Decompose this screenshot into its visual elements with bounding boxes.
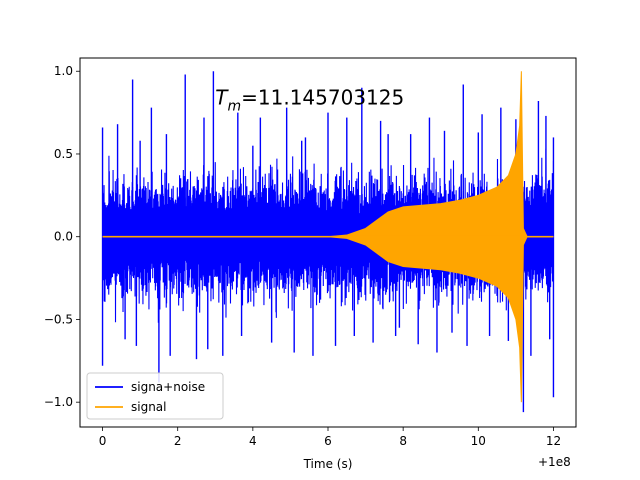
series-layer [101,71,555,413]
annotation-subscript: m [227,99,241,115]
y-tick-label: 0.5 [54,147,73,161]
t-m-annotation: Tm=11.145703125 [215,86,404,115]
legend-label-signa-noise: signa+noise [131,380,205,394]
legend: signa+noise signal [86,372,224,420]
y-tick-label: 0.0 [54,230,73,244]
x-tick-label: 8 [399,434,407,448]
y-tick-label: 1.0 [54,64,73,78]
x-tick-label: 6 [324,434,332,448]
x-axis-offset-label: +1e8 [538,455,571,469]
legend-label-signal: signal [131,400,167,414]
x-tick-label: 2 [174,434,182,448]
x-tick-label: 4 [249,434,257,448]
y-tick-label: −0.5 [44,312,73,326]
plot-frame [79,57,577,428]
x-tick-label: 12 [546,434,561,448]
ticks-layer: 0 2 4 6 8 10 12 1.0 0.5 0.0 −0.5 −1.0 [44,64,561,448]
y-tick-label: −1.0 [44,395,73,409]
annotation-symbol: T [215,86,229,110]
x-axis-label: Time (s) [303,457,353,471]
annotation-value: =11.145703125 [241,86,404,110]
x-tick-label: 0 [99,434,107,448]
x-tick-label: 10 [471,434,486,448]
